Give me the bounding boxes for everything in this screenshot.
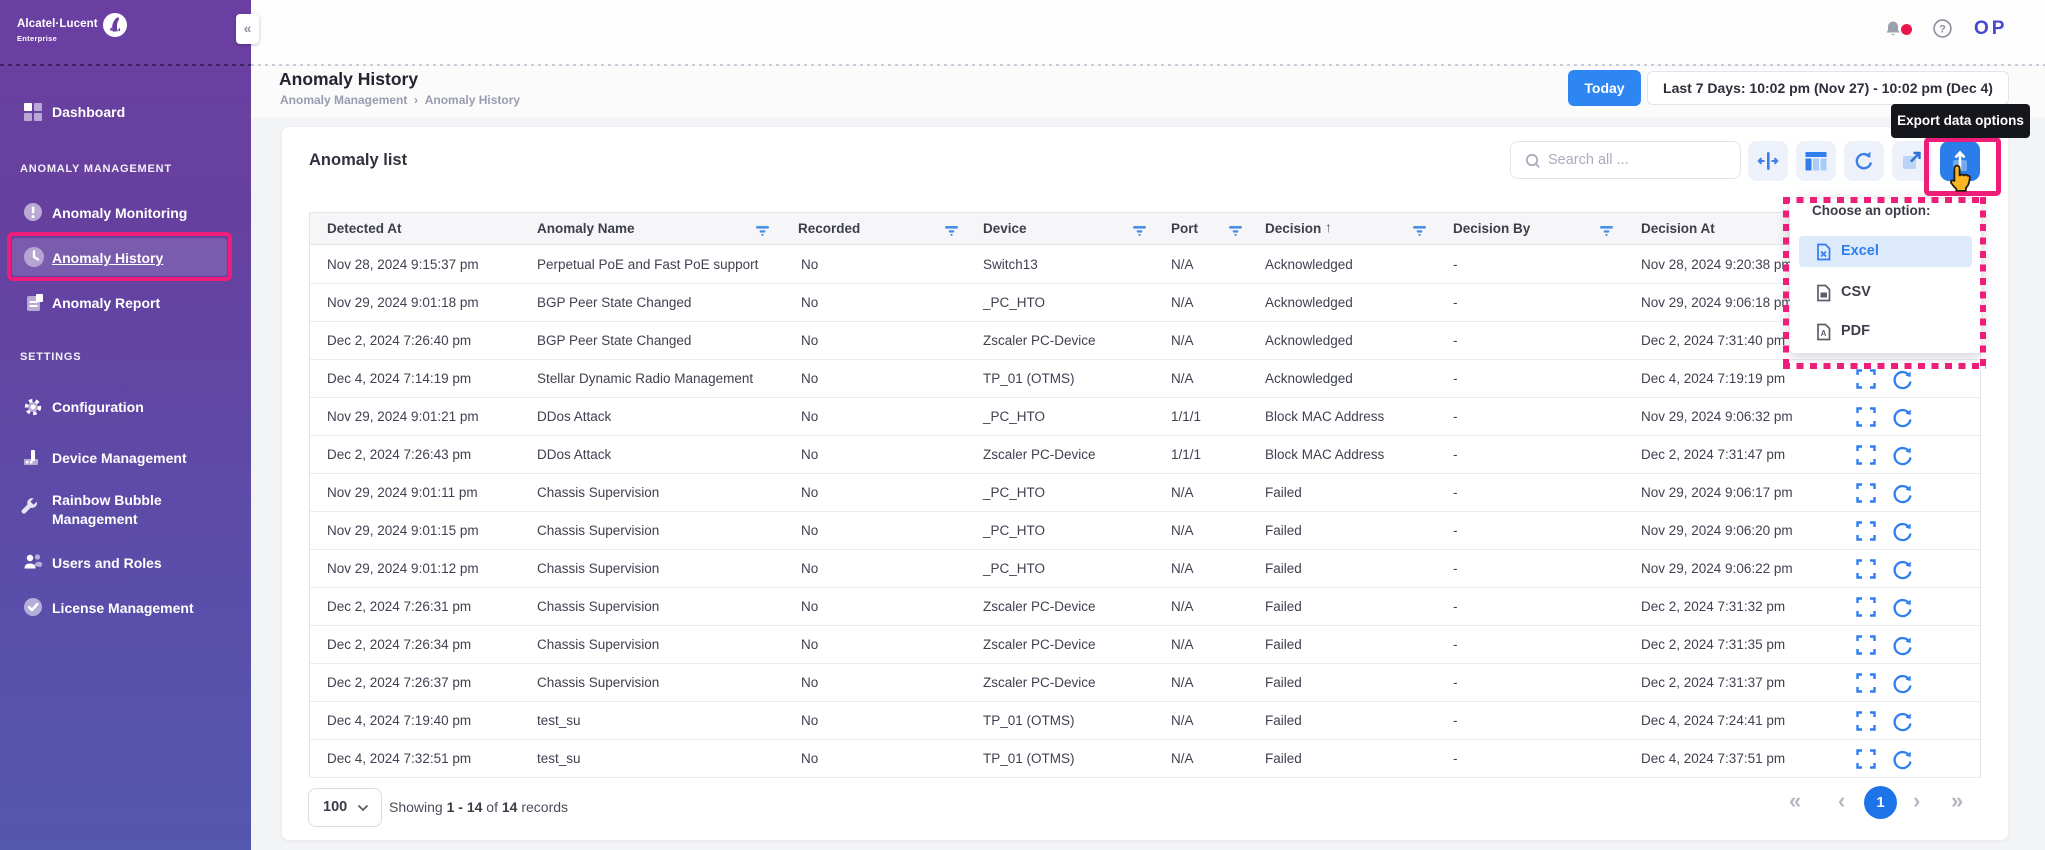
svg-text:A: A: [1821, 329, 1827, 338]
svg-text:?: ?: [1939, 23, 1946, 35]
